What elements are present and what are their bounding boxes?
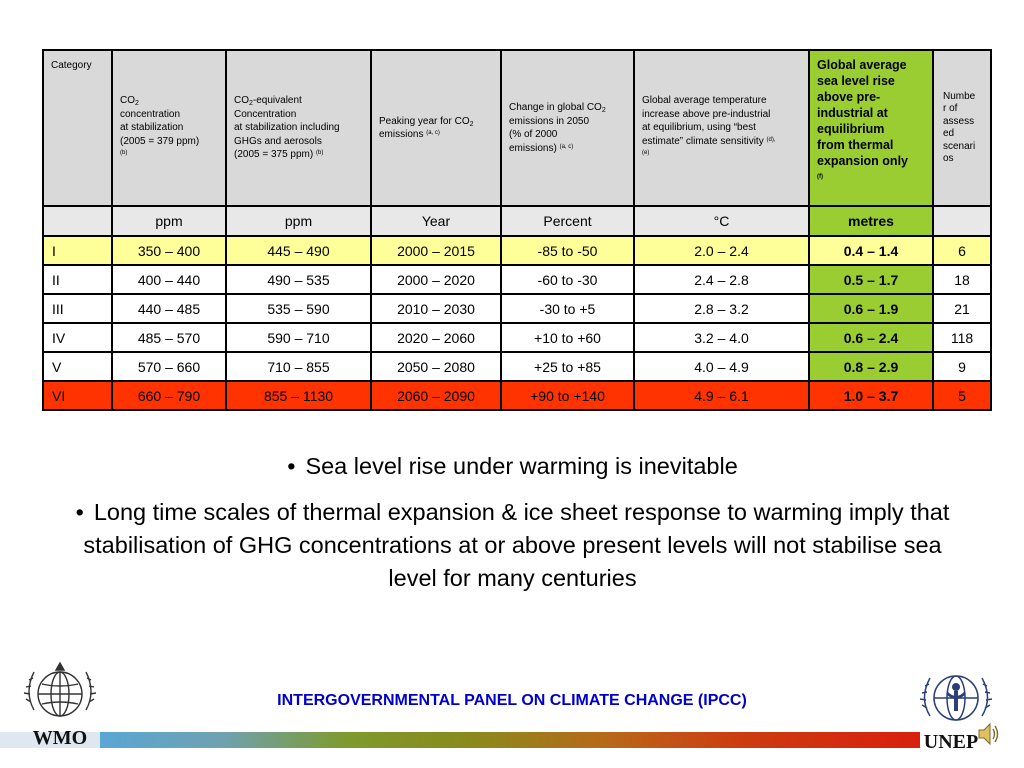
header-sea-level-rise: Global average sea level rise above pre-… [808,49,934,207]
cell-change: +90 to +140 [500,380,635,411]
cell-num: 6 [932,235,992,266]
header-co2-equivalent: CO2-equivalent Concentration at stabiliz… [225,49,372,207]
scenario-table: Category CO2 concentration at stabilizat… [42,49,992,411]
footer-bar-left [0,732,100,748]
table-units-row: ppm ppm Year Percent °C metres [42,205,992,237]
cell-category: III [42,293,113,324]
cell-temp: 2.4 – 2.8 [633,264,810,295]
cell-num: 21 [932,293,992,324]
unit-cell: Year [370,205,502,237]
wmo-label: WMO [33,727,87,749]
bullet-marker: • [287,453,296,479]
cell-num: 5 [932,380,992,411]
bullet-list: • Sea level rise under warming is inevita… [60,450,965,608]
cell-sea: 0.5 – 1.7 [808,264,934,295]
cell-co2: 350 – 400 [111,235,227,266]
unit-cell: metres [808,205,934,237]
table-row: II 400 – 440 490 – 535 2000 – 2020 -60 t… [42,264,992,295]
table-row: I 350 – 400 445 – 490 2000 – 2015 -85 to… [42,235,992,266]
cell-temp: 3.2 – 4.0 [633,322,810,353]
cell-co2eq: 710 – 855 [225,351,372,382]
unit-cell [42,205,113,237]
table-row: III 440 – 485 535 – 590 2010 – 2030 -30 … [42,293,992,324]
cell-change: -30 to +5 [500,293,635,324]
cell-temp: 2.8 – 3.2 [633,293,810,324]
cell-peak: 2020 – 2060 [370,322,502,353]
header-number-scenarios: Numbe r of assess ed scenari os [932,49,992,207]
bullet-text: Sea level rise under warming is inevitab… [305,453,738,479]
cell-temp: 4.9 – 6.1 [633,380,810,411]
cell-change: +10 to +60 [500,322,635,353]
bullet-item: • Sea level rise under warming is inevita… [60,450,965,483]
bullet-item: • Long time scales of thermal expansion &… [60,496,965,595]
cell-sea: 1.0 – 3.7 [808,380,934,411]
cell-num: 18 [932,264,992,295]
header-change-emissions: Change in global CO2 emissions in 2050 (… [500,49,635,207]
unep-label: UNEP [924,731,978,752]
cell-co2: 400 – 440 [111,264,227,295]
cell-peak: 2060 – 2090 [370,380,502,411]
cell-sea: 0.6 – 1.9 [808,293,934,324]
cell-peak: 2050 – 2080 [370,351,502,382]
table-header-row: Category CO2 concentration at stabilizat… [42,49,992,207]
speaker-icon[interactable] [977,720,999,748]
bullet-marker: • [75,499,84,525]
cell-peak: 2000 – 2015 [370,235,502,266]
cell-temp: 4.0 – 4.9 [633,351,810,382]
cell-co2: 440 – 485 [111,293,227,324]
header-temperature: Global average temperature increase abov… [633,49,810,207]
cell-change: -85 to -50 [500,235,635,266]
cell-category: IV [42,322,113,353]
cell-co2eq: 855 – 1130 [225,380,372,411]
table-row: VI 660 – 790 855 – 1130 2060 – 2090 +90 … [42,380,992,411]
table-row: V 570 – 660 710 – 855 2050 – 2080 +25 to… [42,351,992,382]
bullet-text: Long time scales of thermal expansion & … [83,499,950,591]
unep-emblem-icon: UNEP [919,675,993,752]
header-category: Category [42,49,113,207]
cell-co2eq: 590 – 710 [225,322,372,353]
cell-co2eq: 445 – 490 [225,235,372,266]
unit-cell: ppm [111,205,227,237]
header-co2-concentration: CO2 concentration at stabilization (2005… [111,49,227,207]
cell-co2eq: 490 – 535 [225,264,372,295]
header-peaking-year: Peaking year for CO2 emissions (a, c) [370,49,502,207]
cell-num: 9 [932,351,992,382]
cell-category: V [42,351,113,382]
cell-sea: 0.6 – 2.4 [808,322,934,353]
unit-cell: °C [633,205,810,237]
wmo-emblem-icon: WMO [23,661,97,749]
unit-cell [932,205,992,237]
cell-category: II [42,264,113,295]
cell-co2: 570 – 660 [111,351,227,382]
cell-change: +25 to +85 [500,351,635,382]
cell-sea: 0.4 – 1.4 [808,235,934,266]
unit-cell: Percent [500,205,635,237]
cell-peak: 2010 – 2030 [370,293,502,324]
cell-num: 118 [932,322,992,353]
cell-sea: 0.8 – 2.9 [808,351,934,382]
cell-change: -60 to -30 [500,264,635,295]
footer-gradient-bar [100,732,920,748]
cell-category: I [42,235,113,266]
footer-title: INTERGOVERNMENTAL PANEL ON CLIMATE CHANG… [277,692,747,709]
cell-co2eq: 535 – 590 [225,293,372,324]
cell-category: VI [42,380,113,411]
cell-co2: 485 – 570 [111,322,227,353]
cell-temp: 2.0 – 2.4 [633,235,810,266]
cell-co2: 660 – 790 [111,380,227,411]
unit-cell: ppm [225,205,372,237]
table-row: IV 485 – 570 590 – 710 2020 – 2060 +10 t… [42,322,992,353]
cell-peak: 2000 – 2020 [370,264,502,295]
